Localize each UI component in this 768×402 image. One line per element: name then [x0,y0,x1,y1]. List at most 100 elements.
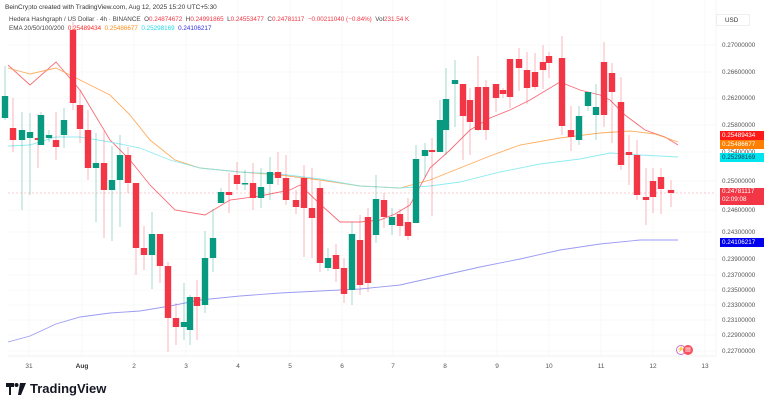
candle [116,155,124,180]
candle [140,248,148,255]
candle [249,183,257,198]
candle [124,155,132,183]
candle [148,234,156,255]
price-axis-label: 0.23900000 [722,256,756,263]
candle [186,297,194,330]
candle [608,73,616,92]
candle [26,132,34,138]
price-axis-label: 0.25000000 [722,178,756,185]
candle [241,183,249,185]
candle [584,92,592,106]
candle [209,238,217,258]
candle [100,163,108,190]
chart-grid [8,0,716,356]
candle [412,159,420,223]
time-axis-label: 3 [184,363,188,370]
candle [625,152,633,155]
candle [332,255,340,269]
candle [657,177,665,189]
time-axis-label: 5 [288,363,292,370]
candle [380,200,388,217]
candle [364,217,372,283]
candle [69,30,77,103]
candle [451,80,459,84]
symbol-name[interactable]: Hedera Hashgraph / US Dollar · 4h · BINA… [9,16,141,23]
candle [18,130,26,140]
low-label: L [227,16,231,23]
candle [266,172,274,184]
candle [164,266,172,318]
brand-name: TradingView [30,381,107,396]
candle [9,128,17,140]
candle [633,155,641,195]
time-axis-label: 6 [340,363,344,370]
candle [52,140,60,147]
ema200-tag-value: 0.24106217 [722,239,756,246]
last-price-tag: 0.24781117 02:09:08 [720,188,764,205]
candle [156,234,164,266]
currency-label[interactable]: USD [716,14,750,26]
candle [193,297,201,306]
ema100-price-tag: 0.25298169 [720,153,764,162]
candle [84,130,92,168]
price-axis-label: 0.23700000 [722,272,756,279]
close-value: 0.24781117 [271,16,305,23]
candle-countdown: 02:09:08 [722,196,747,203]
price-axis-label: 0.22900000 [722,332,756,339]
candle [396,214,404,226]
candle [372,199,380,235]
time-axis-label: 8 [443,363,447,370]
candle [575,116,583,140]
candle [531,72,539,87]
high-label: H [185,16,191,23]
candle [600,62,608,115]
price-axis-label: 0.27000000 [722,42,756,49]
candle [257,187,265,198]
candle [421,150,429,156]
candle [539,62,547,70]
chart-credit: BeinCrypto created with TradingView.com,… [5,4,217,11]
tradingview-logo: TradingView [6,381,106,396]
price-axis-label: 0.25800000 [722,122,756,129]
candle [482,87,490,130]
volume-label: Vol [375,16,385,23]
candle [649,181,657,197]
price-axis-label: 0.23300000 [722,302,756,309]
candle [642,197,650,200]
ema20-price-tag: 0.25489434 [720,131,764,140]
candle [340,268,348,294]
last-price-value: 0.24781117 [722,188,755,195]
price-axis-label: 0.26600000 [722,69,756,76]
candle [436,120,444,152]
price-axis-label: 0.22700000 [722,348,756,355]
time-axis-label: 31 [25,363,33,370]
candle [667,190,675,193]
us-flag-event-icon[interactable]: ▤ [683,345,693,355]
candle [545,56,553,63]
candle [1,96,9,118]
ema100-tag-value: 0.25298169 [722,154,756,161]
ema-indicator-label[interactable]: EMA 20/50/100/200 [9,24,65,32]
candle [37,115,45,145]
candle [60,120,68,135]
candle [225,192,233,195]
candle [217,192,225,203]
ema50-tag-value: 0.25486677 [722,141,756,148]
candle [428,150,436,152]
candle [108,180,116,190]
close-label: C [267,16,272,23]
time-axis-label: 12 [649,363,657,370]
ema-row: EMA 20/50/100/200 0.25489434 0.25486677 … [9,25,409,34]
time-axis-label: 7 [391,363,395,370]
ema200-value: 0.24106217 [178,24,212,32]
candle [282,178,290,200]
candle [45,135,53,138]
time-axis-label: 2 [132,363,136,370]
ema200-price-tag: 0.24106217 [720,238,764,247]
price-axis-label: 0.23100000 [722,317,756,324]
candle [506,59,514,97]
high-value: 0.24991865 [190,16,224,23]
chart-legend: Hedera Hashgraph / US Dollar · 4h · BINA… [9,16,409,33]
candle [515,59,523,68]
